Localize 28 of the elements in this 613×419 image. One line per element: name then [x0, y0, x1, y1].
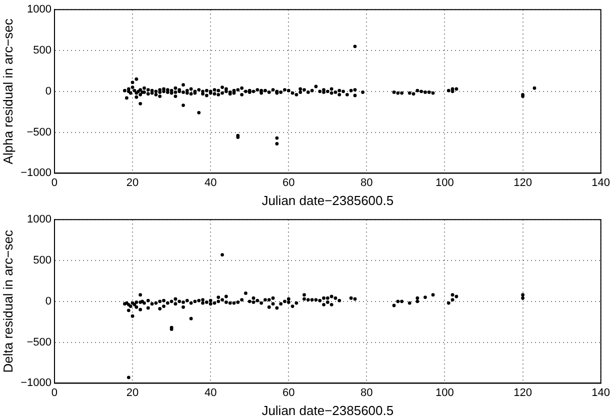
x-axis-title: Julian date−2385600.5 — [262, 192, 394, 208]
y-tick-label: 0 — [45, 295, 52, 308]
y-tick-label: 500 — [33, 44, 52, 57]
x-tick-label: 80 — [360, 386, 373, 399]
x-tick-label: 140 — [592, 176, 610, 189]
y-tick-label: −500 — [26, 336, 52, 348]
x-tick-label: 40 — [204, 386, 217, 399]
y-tick-label: 1000 — [27, 214, 52, 226]
x-tick-label: 40 — [204, 176, 217, 189]
y-axis-title: Alpha residual in arc−sec — [0, 18, 16, 164]
x-tick-label: 140 — [592, 386, 610, 399]
y-tick-label: −500 — [26, 126, 52, 138]
x-tick-label: 120 — [514, 386, 532, 399]
x-tick-label: 120 — [514, 176, 532, 189]
x-tick-label: 20 — [126, 176, 139, 189]
y-tick-label: 0 — [45, 85, 52, 98]
y-tick-label: −1000 — [20, 377, 52, 390]
x-tick-label: 60 — [282, 386, 295, 399]
y-tick-label: 1000 — [27, 4, 52, 16]
y-axis-title: Delta residual in arc−sec — [0, 230, 16, 373]
y-tick-label: 500 — [33, 254, 52, 267]
x-tick-label: 60 — [282, 176, 295, 189]
x-axis-title: Julian date−2385600.5 — [262, 402, 394, 418]
x-tick-label: 100 — [436, 176, 454, 189]
y-tick-label: −1000 — [20, 167, 52, 180]
x-tick-label: 100 — [436, 386, 454, 399]
x-tick-label: 20 — [126, 386, 139, 399]
x-tick-label: 80 — [360, 176, 373, 189]
